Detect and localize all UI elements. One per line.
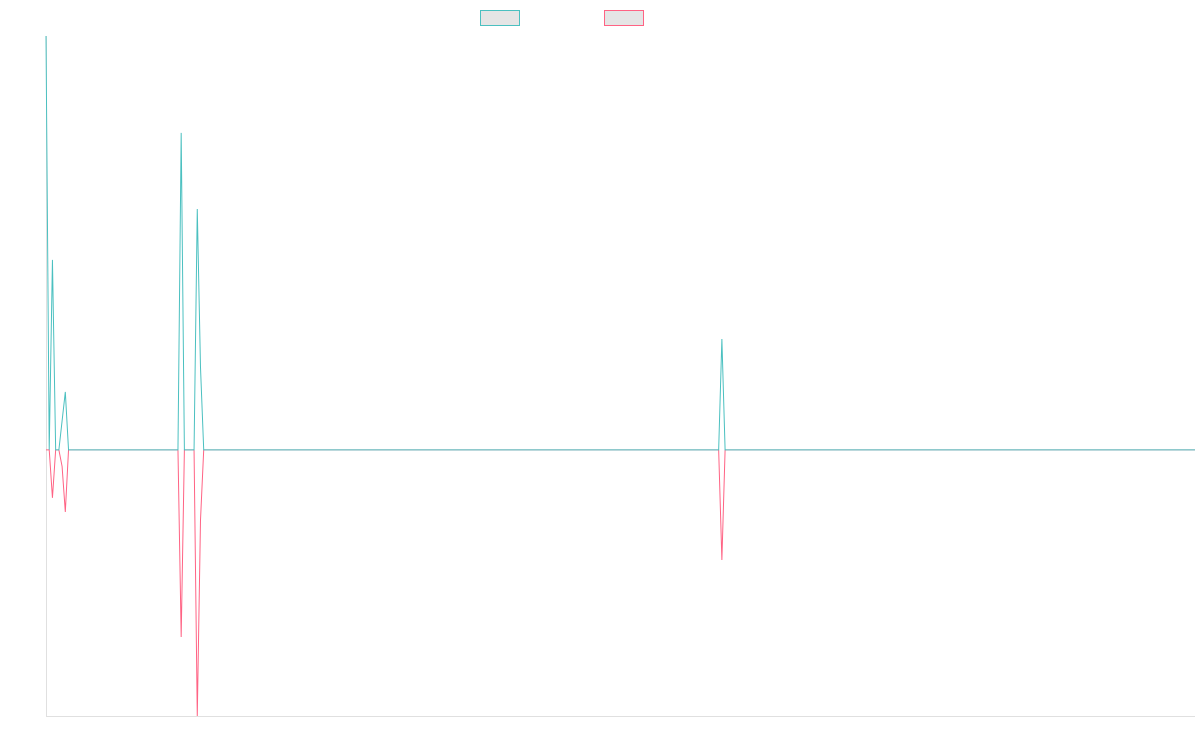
series-1-line [45, 35, 1195, 451]
series-2 [46, 449, 1195, 717]
legend-swatch-series-1[interactable] [480, 10, 520, 26]
series-2-line [46, 449, 1195, 717]
series-1 [45, 35, 1195, 451]
legend-swatch-series-2[interactable] [604, 10, 644, 26]
